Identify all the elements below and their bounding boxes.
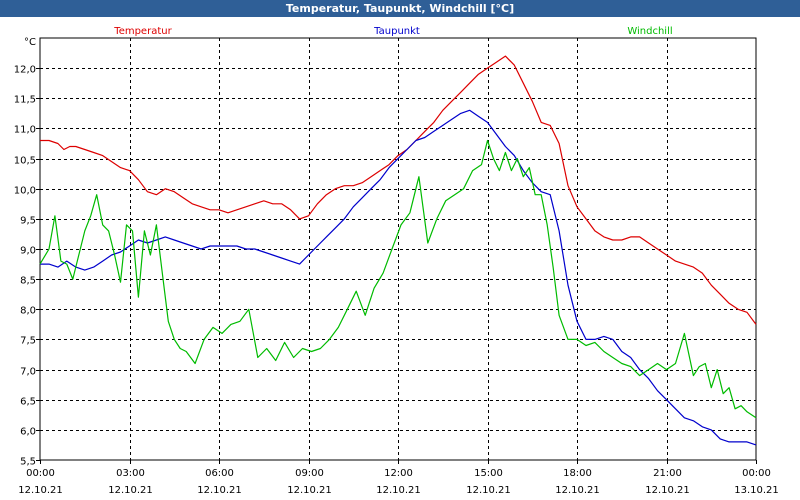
x-tick-date: 12.10.21 (376, 485, 421, 496)
window-title: Temperatur, Taupunkt, Windchill [°C] (0, 0, 800, 17)
y-tick-label: 6,5 (20, 397, 36, 408)
x-tick-time: 03:00 (116, 468, 145, 479)
grid (39, 37, 757, 461)
x-tick-time: 06:00 (205, 468, 234, 479)
y-tick-label: 8,5 (20, 276, 36, 287)
y-tick-label: 5,5 (20, 457, 36, 468)
x-tick-date: 12.10.21 (555, 485, 600, 496)
legend-item-temperatur: Temperatur (113, 26, 172, 37)
legend-item-windchill: Windchill (627, 26, 672, 37)
x-tick-date: 12.10.21 (197, 485, 242, 496)
x-tick-time: 15:00 (474, 468, 503, 479)
x-tick-date: 12.10.21 (645, 485, 690, 496)
x-tick-time: 21:00 (653, 468, 682, 479)
legend-item-taupunkt: Taupunkt (373, 26, 420, 37)
y-tick-label: 12,0 (14, 65, 36, 76)
x-tick-time: 00:00 (26, 468, 55, 479)
x-tick-time: 09:00 (295, 468, 324, 479)
x-tick-date: 12.10.21 (466, 485, 511, 496)
series-line-temperatur (40, 55, 757, 325)
y-tick-label: 10,0 (14, 186, 36, 197)
x-tick-date: 12.10.21 (287, 485, 332, 496)
y-tick-label: 9,0 (20, 246, 36, 257)
x-tick-time: 12:00 (384, 468, 413, 479)
y-tick-label: 6,0 (20, 427, 36, 438)
legend: Temperatur Taupunkt Windchill (113, 26, 672, 37)
y-tick-label: 11,5 (14, 95, 36, 106)
x-tick-time: 00:00 (742, 468, 771, 479)
x-tick-date: 12.10.21 (108, 485, 153, 496)
y-tick-label: 9,5 (20, 216, 36, 227)
x-tick-date: 13.10.21 (734, 485, 779, 496)
y-tick-label: 11,0 (14, 125, 36, 136)
series (39, 55, 757, 446)
y-axis-label: °C (24, 37, 36, 48)
y-tick-label: 10,5 (14, 156, 36, 167)
y-tick-label: 7,5 (20, 336, 36, 347)
series-line-taupunkt (40, 109, 757, 446)
y-tick-label: 8,0 (20, 306, 36, 317)
chart-canvas: 5,5 6,0 6,5 7,0 7,5 8,0 8,5 9,0 9,5 10,0 10,5 11,0 1… (14, 26, 779, 496)
x-tick-time: 18:00 (563, 468, 592, 479)
x-tick-date: 12.10.21 (18, 485, 63, 496)
axes: 5,5 6,0 6,5 7,0 7,5 8,0 8,5 9,0 9,5 10,0 10,5 11,0 1… (14, 37, 779, 496)
y-tick-label: 7,0 (20, 367, 36, 378)
series-line-windchill (39, 139, 757, 419)
